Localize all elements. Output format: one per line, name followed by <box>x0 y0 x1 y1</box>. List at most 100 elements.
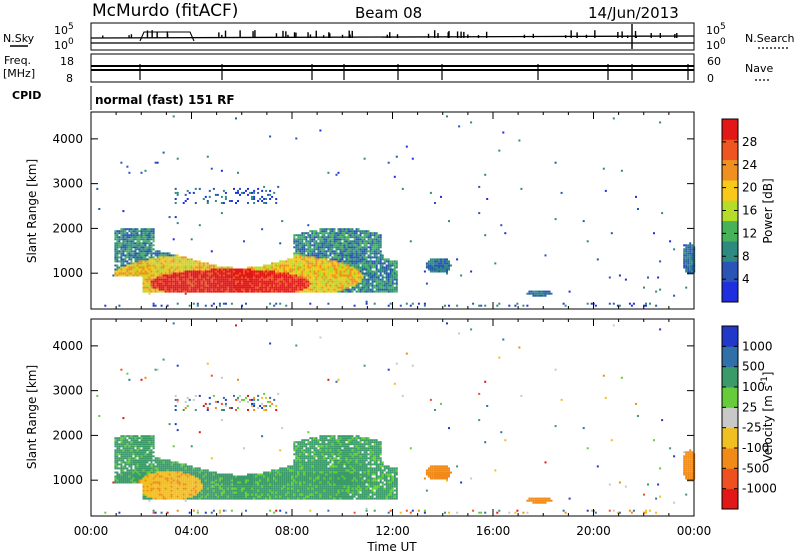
velocity-cell <box>180 475 183 478</box>
velocity-cell <box>146 453 149 456</box>
power-cell <box>222 302 225 305</box>
velocity-cell <box>158 489 161 492</box>
power-cell <box>293 282 296 285</box>
power-cell <box>204 286 207 289</box>
power-cell <box>114 260 117 263</box>
power-cell <box>116 266 119 269</box>
power-cell <box>429 268 432 271</box>
velocity-cell <box>202 481 205 484</box>
velocity-cell <box>233 495 235 498</box>
power-cell <box>353 236 356 239</box>
power-cell <box>337 256 340 259</box>
power-cell <box>321 252 324 255</box>
velocity-cell <box>194 487 197 490</box>
power-cell <box>291 282 294 285</box>
velocity-cell <box>224 509 227 512</box>
velocity-cell <box>180 491 183 494</box>
velocity-cell <box>188 477 191 480</box>
power-cell <box>341 274 344 277</box>
power-cell <box>339 264 342 267</box>
velocity-cell <box>186 467 189 470</box>
power-cell <box>373 276 376 279</box>
power-cell <box>130 238 133 241</box>
power-cell <box>293 278 296 281</box>
power-cell <box>146 228 149 231</box>
power-cell <box>200 286 203 289</box>
velocity-cell <box>118 459 121 462</box>
power-cell <box>128 240 131 243</box>
power-cell <box>190 264 193 267</box>
power-cell <box>339 254 342 257</box>
power-cell <box>375 290 378 293</box>
velocity-cell <box>192 481 195 484</box>
power-cell <box>309 242 312 245</box>
power-cell <box>319 266 322 269</box>
power-cell <box>494 262 497 265</box>
power-cell <box>359 254 362 257</box>
power-cell <box>317 286 320 289</box>
velocity-cell <box>158 475 161 478</box>
power-cell <box>136 258 139 261</box>
power-cell <box>122 210 125 213</box>
power-cell <box>178 264 181 267</box>
power-cell <box>192 260 195 263</box>
power-cell <box>329 268 332 271</box>
velocity-cell <box>120 465 123 468</box>
power-cell <box>273 268 276 271</box>
power-cell <box>271 278 274 281</box>
velocity-cell <box>222 483 225 486</box>
power-cell <box>321 290 324 293</box>
velocity-cell <box>243 489 245 492</box>
power-cell <box>210 250 213 253</box>
power-cell <box>305 240 308 243</box>
velocity-cell <box>152 487 155 490</box>
velocity-cell <box>132 461 135 464</box>
power-cell <box>327 268 330 271</box>
velocity-cell <box>118 467 121 470</box>
power-cell <box>253 266 256 269</box>
velocity-cell <box>122 471 125 474</box>
velocity-cell <box>130 473 133 476</box>
velocity-cell <box>144 473 147 476</box>
power-cell <box>130 234 133 237</box>
power-cell <box>114 264 117 267</box>
power-cell <box>253 282 256 285</box>
power-cell <box>222 290 225 293</box>
power-cell <box>136 246 139 249</box>
power-cell <box>325 264 328 267</box>
power-cell <box>323 252 326 255</box>
power-cell <box>365 268 368 271</box>
power-cell <box>685 260 688 263</box>
power-cell <box>176 262 179 265</box>
velocity-cell <box>168 491 171 494</box>
power-cell <box>444 264 446 267</box>
power-cell <box>393 266 396 269</box>
velocity-cell <box>166 493 169 496</box>
velocity-cell <box>142 471 145 474</box>
power-cell <box>327 234 330 237</box>
power-cell <box>317 258 320 261</box>
power-cell <box>122 236 125 239</box>
velocity-cell <box>120 435 123 438</box>
power-cell <box>291 278 294 281</box>
velocity-cell <box>172 461 175 464</box>
power-cell <box>319 284 322 287</box>
power-cell <box>142 290 145 293</box>
power-cell <box>263 274 266 277</box>
power-cell <box>257 187 260 190</box>
power-cell <box>361 276 364 279</box>
velocity-cell <box>166 511 169 514</box>
power-cell <box>299 280 302 283</box>
power-cell <box>335 242 338 245</box>
power-cell <box>323 268 326 271</box>
velocity-cell <box>148 435 151 438</box>
power-cell <box>204 278 207 281</box>
power-cell <box>554 161 557 164</box>
power-cell <box>307 282 310 285</box>
power-cell <box>150 238 153 241</box>
power-cell <box>323 274 326 277</box>
power-cell <box>305 274 308 277</box>
power-cell <box>391 280 394 283</box>
power-cell <box>273 288 276 291</box>
power-cell <box>152 264 155 267</box>
